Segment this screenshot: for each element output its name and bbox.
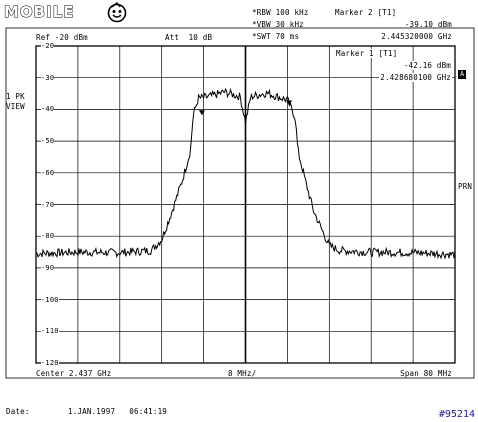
y-tick-label: -100 <box>41 295 59 304</box>
display-frame <box>5 27 475 379</box>
marker2-freq: 2.445320000 GHz <box>381 32 452 41</box>
trace-a-badge: A <box>458 70 467 79</box>
marker-2 <box>286 100 293 106</box>
attenuation: Att 10 dB <box>165 33 213 42</box>
plot-frame <box>5 27 475 379</box>
spectrum-trace <box>35 87 456 260</box>
y-tick-label: -90 <box>41 263 55 272</box>
marker1-title: Marker 1 [T1] <box>335 49 399 58</box>
trace-id: #95214 <box>438 409 475 420</box>
vbw-setting: *VBW 30 kHz <box>252 20 304 29</box>
swt-setting: *SWT 70 ms <box>252 32 300 41</box>
ref-level: Ref -20 dBm <box>36 33 88 42</box>
y-tick-label: -50 <box>41 137 55 146</box>
y-tick-label: -70 <box>41 200 55 209</box>
date-label: Date: <box>6 407 30 416</box>
marker1-freq: 2.428680100 GHz <box>379 73 452 82</box>
y-tick-label: -20 <box>41 42 55 50</box>
frequency-per-div: 8 MHz/ <box>228 369 257 378</box>
brand-logo: MOBILE <box>4 3 75 22</box>
plot-grid <box>35 45 456 364</box>
date-value: 1.JAN.1997 06:41:19 <box>68 407 168 416</box>
trace-mode-label: 1 PK <box>6 92 25 101</box>
y-tick-label: -110 <box>41 327 59 336</box>
smiley-bird-icon <box>107 2 127 23</box>
y-tick-label: -40 <box>41 105 55 114</box>
marker2-level: -39.10 dBm <box>404 20 452 29</box>
marker-1 <box>198 110 205 116</box>
center-frequency: Center 2.437 GHz <box>36 369 112 378</box>
rbw-setting: *RBW 100 kHz <box>252 8 309 17</box>
prn-label: PRN <box>458 182 473 191</box>
y-tick-label: -120 <box>41 359 59 367</box>
plot-border <box>35 45 456 364</box>
marker-group <box>198 100 293 116</box>
marker2-title: Marker 2 [T1] <box>335 8 397 17</box>
y-tick-label: -30 <box>41 73 55 82</box>
y-tick-label: -80 <box>41 232 55 241</box>
trace-view-label: VIEW <box>6 102 25 111</box>
marker1-level: -42.16 dBm <box>402 61 452 70</box>
span: Span 80 MHz <box>400 369 452 378</box>
y-tick-label: -60 <box>41 168 55 177</box>
